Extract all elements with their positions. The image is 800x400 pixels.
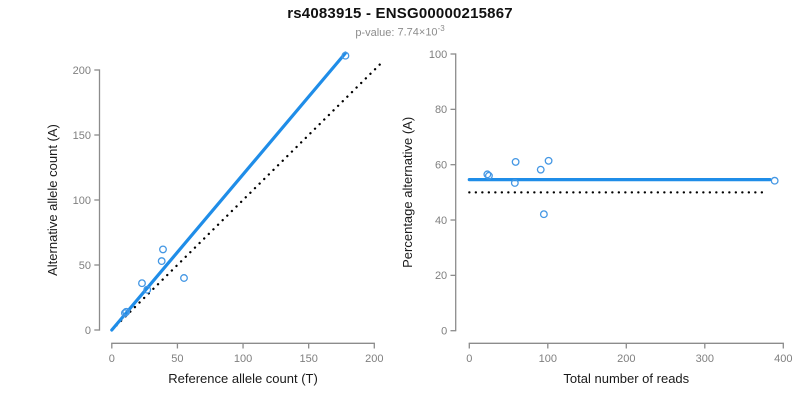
- data-point: [770, 176, 779, 185]
- data-point: [511, 157, 520, 166]
- x-tick-label: 100: [234, 353, 252, 365]
- p-value-exponent: -3: [437, 24, 445, 33]
- data-point: [536, 165, 545, 174]
- data-point: [544, 156, 553, 165]
- data-point: [122, 307, 131, 316]
- figure-subtitle: p-value: 7.74×10-3: [0, 24, 800, 39]
- x-tick-label: 150: [299, 353, 317, 365]
- y-tick-label: 60: [435, 159, 447, 171]
- y-axis-title: Alternative allele count (A): [45, 124, 60, 276]
- y-tick-label: 200: [73, 65, 91, 77]
- left-plot: 0 50 100 150 200 0 50 100 150 200 Reference allele…: [45, 51, 385, 386]
- x-tick-label: 50: [171, 353, 183, 365]
- y-tick-label: 0: [85, 325, 91, 337]
- y-axis-title: Percentage alternative (A): [400, 117, 415, 268]
- x-tick-label: 200: [365, 353, 383, 365]
- x-tick-label: 300: [696, 353, 714, 365]
- data-point: [120, 309, 129, 318]
- data-point: [483, 170, 492, 179]
- y-tick-label: 100: [429, 49, 447, 61]
- y-tick-label: 20: [435, 270, 447, 282]
- y-tick-label: 100: [73, 195, 91, 207]
- data-point: [510, 178, 519, 187]
- y-tick-label: 150: [73, 130, 91, 142]
- y-tick-label: 0: [441, 326, 447, 338]
- y-tick-label: 40: [435, 215, 447, 227]
- x-axis-title: Reference allele count (T): [168, 371, 318, 386]
- reference-dotted-line: [110, 59, 385, 332]
- y-tick-label: 80: [435, 104, 447, 116]
- fit-line: [110, 51, 348, 332]
- y-tick-label: 50: [79, 260, 91, 272]
- data-point: [157, 257, 166, 266]
- x-tick-label: 400: [774, 353, 792, 365]
- right-plot: 0 100 200 300 400 0 20 40 60 80 100 Total number of…: [400, 49, 792, 386]
- data-point: [138, 279, 146, 288]
- data-point: [484, 171, 493, 180]
- p-value-base: 10: [425, 26, 438, 39]
- p-value-times-sign: ×: [418, 26, 426, 39]
- data-point: [341, 51, 350, 60]
- x-tick-label: 200: [617, 353, 635, 365]
- p-value-mantissa: 7.74: [397, 26, 419, 39]
- p-value-label: p-value:: [355, 26, 395, 39]
- data-point: [143, 285, 152, 294]
- data-point: [539, 210, 548, 219]
- data-point: [180, 274, 188, 282]
- figure-title: rs4083915 - ENSG00000215867: [287, 5, 513, 22]
- x-tick-label: 0: [109, 353, 115, 365]
- x-axis-title: Total number of reads: [563, 371, 689, 386]
- x-tick-label: 0: [466, 353, 472, 365]
- x-tick-label: 100: [539, 353, 557, 365]
- data-point: [159, 245, 167, 254]
